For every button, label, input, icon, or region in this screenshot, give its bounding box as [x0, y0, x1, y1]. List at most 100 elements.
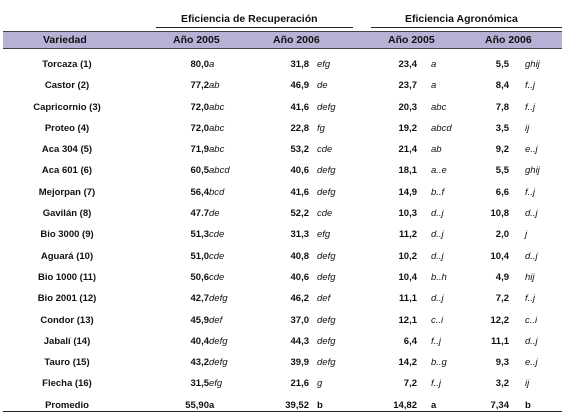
value-cell: 4,9 — [495, 271, 509, 283]
variety-cell: Gavilán (8) — [42, 208, 92, 220]
table-row: Aca 601 (6) 60,5 abcd 40,6 defg 18,1 a..e 5,5 gh… — [3, 161, 562, 182]
variety-cell: Bio 3000 (9) — [40, 229, 94, 241]
table-row: Bio 3000 (9) 51,3 cde 31,3 efg 11,2 d..j 2,0 j — [3, 225, 562, 246]
variety-cell: Castor (2) — [44, 80, 90, 92]
value-cell: 3,5 — [495, 122, 509, 134]
variety-cell: Promedio — [45, 399, 89, 411]
letter-cell: cde — [209, 229, 225, 241]
variety-cell: Flecha (16) — [42, 378, 92, 390]
value-cell: 71,9 — [190, 144, 210, 156]
letter-cell: a..e — [431, 165, 447, 177]
variety-cell: Proteo (4) — [44, 122, 90, 134]
group-header-recuperacion: Eficiencia de Recuperación — [181, 13, 318, 25]
letter-cell: b..f — [431, 186, 445, 198]
letter-cell: de — [317, 80, 328, 92]
value-cell: 46,9 — [290, 80, 310, 92]
value-cell: 77,2 — [190, 80, 210, 92]
letter-cell: defg — [317, 271, 336, 283]
value-cell: 11,1 — [491, 335, 509, 347]
letter-cell: b..g — [431, 357, 447, 369]
letter-cell: f..j — [525, 293, 536, 305]
letter-cell: a — [431, 80, 437, 92]
value-cell: 40,6 — [290, 271, 310, 283]
variety-cell: Bio 2001 (12) — [37, 293, 97, 305]
value-cell: 23,7 — [398, 80, 418, 92]
table-row: Proteo (4) 72,0 abc 22,8 fg 19,2 abcd 3,5 ij — [3, 119, 562, 140]
group-rule-recuperacion — [156, 27, 353, 28]
letter-cell: defg — [317, 165, 336, 177]
value-cell: 21,4 — [398, 144, 418, 156]
value-cell: 7,2 — [495, 293, 509, 305]
group-header-agronomica: Eficiencia Agronómica — [405, 13, 518, 25]
variety-cell: Aca 304 (5) — [41, 144, 93, 156]
table-row: Torcaza (1) 80,0 a 31,8 efg 23,4 a 5,5 ghij — [3, 55, 562, 76]
value-cell: 20,3 — [398, 101, 418, 113]
value-cell: 42,7 — [190, 293, 210, 305]
letter-cell: cde — [317, 208, 333, 220]
value-cell: 9,2 — [495, 144, 509, 156]
value-cell: 44,3 — [290, 335, 310, 347]
letter-cell: ab — [209, 80, 220, 92]
col-header-2006-agr: Año 2006 — [485, 34, 532, 46]
letter-cell: ij — [525, 378, 530, 390]
letter-cell: f..j — [431, 335, 442, 347]
value-cell: 45,9 — [190, 314, 210, 326]
value-cell: 6,6 — [495, 186, 509, 198]
letter-cell: d..j — [431, 208, 444, 220]
column-header-row: Variedad Año 2005 Año 2006 Año 2005 Año … — [3, 31, 562, 49]
value-cell: 6,4 — [403, 335, 417, 347]
letter-cell: defg — [317, 357, 336, 369]
letter-cell: cde — [209, 250, 225, 262]
table-row: Condor (13) 45,9 def 37,0 defg 12,1 c..i 12,2 c.… — [3, 311, 562, 332]
letter-cell: f..j — [525, 186, 536, 198]
col-header-2006-rec: Año 2006 — [273, 34, 320, 46]
table-row: Bio 2001 (12) 42,7 defg 46,2 def 11,1 d..j 7,2 f… — [3, 289, 562, 310]
letter-cell: cde — [317, 144, 333, 156]
value-cell: 14,2 — [398, 357, 418, 369]
letter-cell: defg — [209, 335, 228, 347]
letter-cell: defg — [317, 186, 336, 198]
value-cell: 10,4 — [398, 271, 418, 283]
value-cell: 10,3 — [398, 208, 418, 220]
letter-cell: hij — [525, 271, 535, 283]
letter-cell: b — [525, 399, 531, 411]
value-cell: 7,34 — [490, 399, 510, 411]
value-cell: 72,0 — [190, 101, 210, 113]
letter-cell: de — [209, 208, 220, 220]
letter-cell: defg — [209, 357, 228, 369]
value-cell: 18,1 — [398, 165, 418, 177]
letter-cell: d..j — [525, 208, 538, 220]
value-cell: 14,9 — [398, 186, 418, 198]
letter-cell: abcd — [431, 122, 452, 134]
value-cell: 10,2 — [398, 250, 418, 262]
value-cell: 11,1 — [399, 293, 417, 305]
table-row: Aca 304 (5) 71,9 abc 53,2 cde 21,4 ab 9,2 e..j — [3, 140, 562, 161]
value-cell: 10,8 — [490, 208, 510, 220]
letter-cell: def — [317, 293, 331, 305]
letter-cell: c..i — [431, 314, 444, 326]
value-cell: 37,0 — [290, 314, 310, 326]
value-cell: 46,2 — [290, 293, 310, 305]
value-cell: 39,52 — [285, 399, 309, 411]
value-cell: 43,2 — [190, 357, 210, 369]
variety-cell: Jabalí (14) — [43, 335, 91, 347]
value-cell: 10,4 — [490, 250, 510, 262]
value-cell: 40,6 — [290, 165, 310, 177]
value-cell: 51,0 — [190, 250, 210, 262]
value-cell: 56,4 — [190, 186, 210, 198]
letter-cell: abc — [209, 144, 225, 156]
letter-cell: defg — [317, 314, 336, 326]
table-row: Bio 1000 (11) 50,6 cde 40,6 defg 10,4 b..h 4,9 h… — [3, 268, 562, 289]
letter-cell: d..j — [431, 250, 444, 262]
table-row: Aguará (10) 51,0 cde 40,8 defg 10,2 d..j 10,4 d.… — [3, 247, 562, 268]
letter-cell: abc — [209, 101, 225, 113]
table-row: Gavilán (8) 47.7 de 52,2 cde 10,3 d..j 10,8 d..j — [3, 204, 562, 225]
variety-cell: Bio 1000 (11) — [37, 271, 97, 283]
letter-cell: c..i — [525, 314, 538, 326]
letter-cell: abc — [431, 101, 447, 113]
letter-cell: d..j — [431, 293, 444, 305]
value-cell: 31,5 — [190, 378, 210, 390]
value-cell: 11,2 — [399, 229, 417, 241]
letter-cell: fg — [317, 122, 325, 134]
variety-cell: Aguará (10) — [40, 250, 94, 262]
